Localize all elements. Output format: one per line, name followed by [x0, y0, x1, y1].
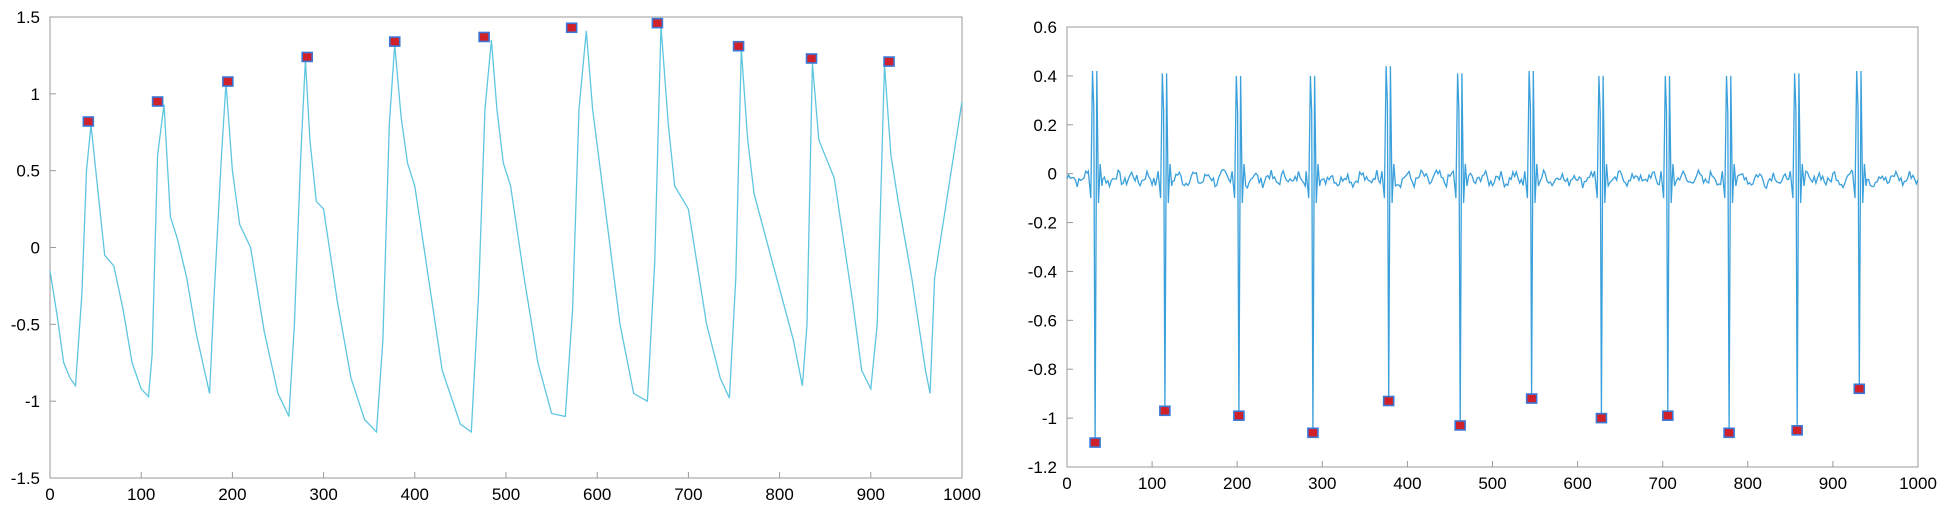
- right-x-tick-label: 800: [1734, 474, 1762, 493]
- right-peak-marker: [1662, 410, 1674, 421]
- left-peak-marker: [732, 40, 745, 52]
- left-x-tick-label: 1000: [943, 485, 981, 504]
- right-y-tick-label: -0.8: [1028, 360, 1057, 379]
- right-y-tick-label: -0.4: [1028, 262, 1057, 281]
- left-signal-line: [49, 26, 963, 434]
- left-x-tick-label: 400: [401, 485, 429, 504]
- left-x-tick-label: 0: [45, 485, 54, 504]
- right-x-tick-label: 600: [1563, 474, 1591, 493]
- left-x-tick-label: 800: [765, 485, 793, 504]
- right-x-tick-label: 900: [1819, 474, 1847, 493]
- right-peak-marker: [1853, 383, 1866, 395]
- left-y-tick-label: 1: [31, 85, 40, 104]
- right-x-tick-label: 500: [1478, 474, 1506, 493]
- right-peak-marker: [1454, 420, 1466, 431]
- left-x-tick-label: 300: [309, 485, 337, 504]
- left-chart: 0 100 200 300 400 500 600 700 800 900 1000 1.5 1 0.5 0…: [11, 8, 981, 504]
- right-peak-marker: [1307, 427, 1319, 439]
- right-y-tick-label: -0.2: [1028, 214, 1057, 233]
- left-peak-marker: [565, 22, 578, 34]
- right-peak-marker: [1089, 437, 1101, 448]
- right-x-tick-label: 700: [1649, 474, 1677, 493]
- left-y-tick-label: 0: [31, 239, 40, 258]
- left-peak-marker: [478, 31, 490, 43]
- right-peak-marker: [1525, 393, 1538, 404]
- left-y-tick-label: -1.5: [11, 469, 40, 488]
- right-chart: 0 100 200 300 400 500 600 700 800 900 1000 0.6 0.4 0.…: [1028, 18, 1937, 493]
- left-peak-marker: [151, 96, 164, 107]
- right-signal-line: [1066, 66, 1919, 443]
- left-peak-marker: [222, 76, 234, 87]
- right-peak-marker: [1791, 425, 1803, 436]
- right-plot-frame: [1066, 26, 1919, 468]
- left-peak-marker: [388, 36, 401, 47]
- right-y-tick-label: -0.6: [1028, 311, 1057, 330]
- right-peak-marker: [1723, 427, 1735, 439]
- left-peak-marker: [301, 51, 313, 63]
- right-peak-marker: [1159, 405, 1171, 417]
- left-y-tick-label: 0.5: [16, 162, 40, 181]
- right-x-tick-label: 0: [1062, 474, 1071, 493]
- left-plot-frame: [49, 16, 963, 479]
- left-y-tick-label: 1.5: [16, 8, 40, 27]
- right-peak-marker: [1233, 410, 1245, 421]
- left-x-tick-label: 900: [857, 485, 885, 504]
- left-peak-marker: [651, 17, 664, 29]
- right-x-tick-label: 100: [1138, 474, 1166, 493]
- right-peak-marker: [1595, 412, 1608, 424]
- right-y-tick-label: -1.2: [1028, 458, 1057, 477]
- left-peak-marker: [805, 53, 818, 64]
- left-peak-marker: [82, 116, 95, 127]
- left-peak-marker: [883, 56, 895, 67]
- right-y-tick-label: 0.6: [1033, 18, 1057, 37]
- right-x-tick-label: 200: [1223, 474, 1251, 493]
- right-y-tick-label: 0.2: [1033, 116, 1057, 135]
- right-x-tick-label: 400: [1393, 474, 1421, 493]
- left-x-tick-label: 700: [674, 485, 702, 504]
- right-x-tick-label: 1000: [1899, 474, 1937, 493]
- left-x-tick-label: 600: [583, 485, 611, 504]
- left-x-tick-label: 100: [127, 485, 155, 504]
- right-y-tick-label: -1: [1042, 409, 1057, 428]
- left-y-tick-label: -1: [25, 392, 40, 411]
- left-x-tick-label: 200: [218, 485, 246, 504]
- right-x-tick-label: 300: [1308, 474, 1336, 493]
- left-x-tick-label: 500: [492, 485, 520, 504]
- left-y-tick-label: -0.5: [11, 315, 40, 334]
- right-peak-marker: [1382, 395, 1395, 407]
- right-y-tick-label: 0.4: [1033, 67, 1057, 86]
- right-y-tick-label: 0: [1048, 165, 1057, 184]
